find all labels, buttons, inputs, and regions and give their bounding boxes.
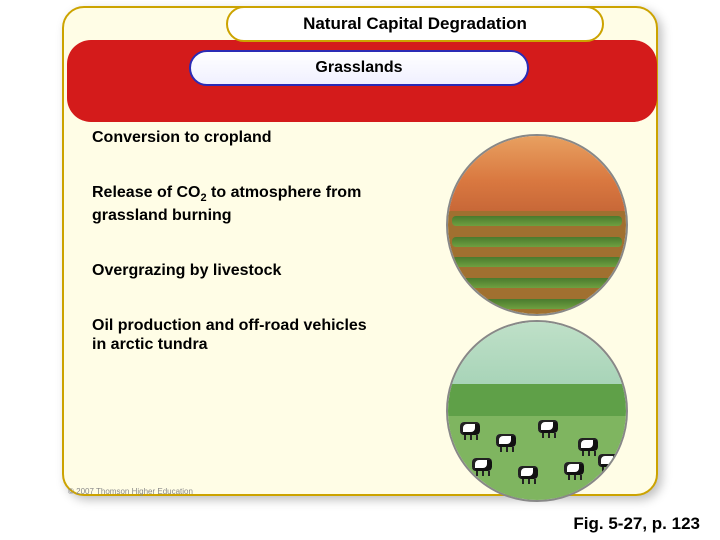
list-item: Conversion to cropland bbox=[92, 128, 382, 147]
title-pill: Natural Capital Degradation bbox=[226, 6, 604, 42]
list-item: Overgrazing by livestock bbox=[92, 261, 382, 280]
item-text: Release of CO2 to atmosphere from grassl… bbox=[92, 184, 361, 223]
list-item: Oil production and off-road vehicles in … bbox=[92, 316, 382, 354]
cropland-image bbox=[446, 134, 628, 316]
card-title: Natural Capital Degradation bbox=[303, 14, 527, 34]
card-subtitle: Grasslands bbox=[315, 59, 402, 77]
info-card: Natural Capital Degradation Grasslands C… bbox=[62, 6, 658, 496]
pasture-image bbox=[446, 320, 628, 502]
copyright-text: © 2007 Thomson Higher Education bbox=[68, 487, 193, 496]
subtitle-pill: Grasslands bbox=[189, 50, 529, 86]
item-text: Overgrazing by livestock bbox=[92, 262, 281, 279]
item-text: Conversion to cropland bbox=[92, 129, 272, 146]
figure-reference: Fig. 5-27, p. 123 bbox=[573, 514, 700, 534]
list-item: Release of CO2 to atmosphere from grassl… bbox=[92, 183, 382, 225]
item-text: Oil production and off-road vehicles in … bbox=[92, 317, 367, 353]
